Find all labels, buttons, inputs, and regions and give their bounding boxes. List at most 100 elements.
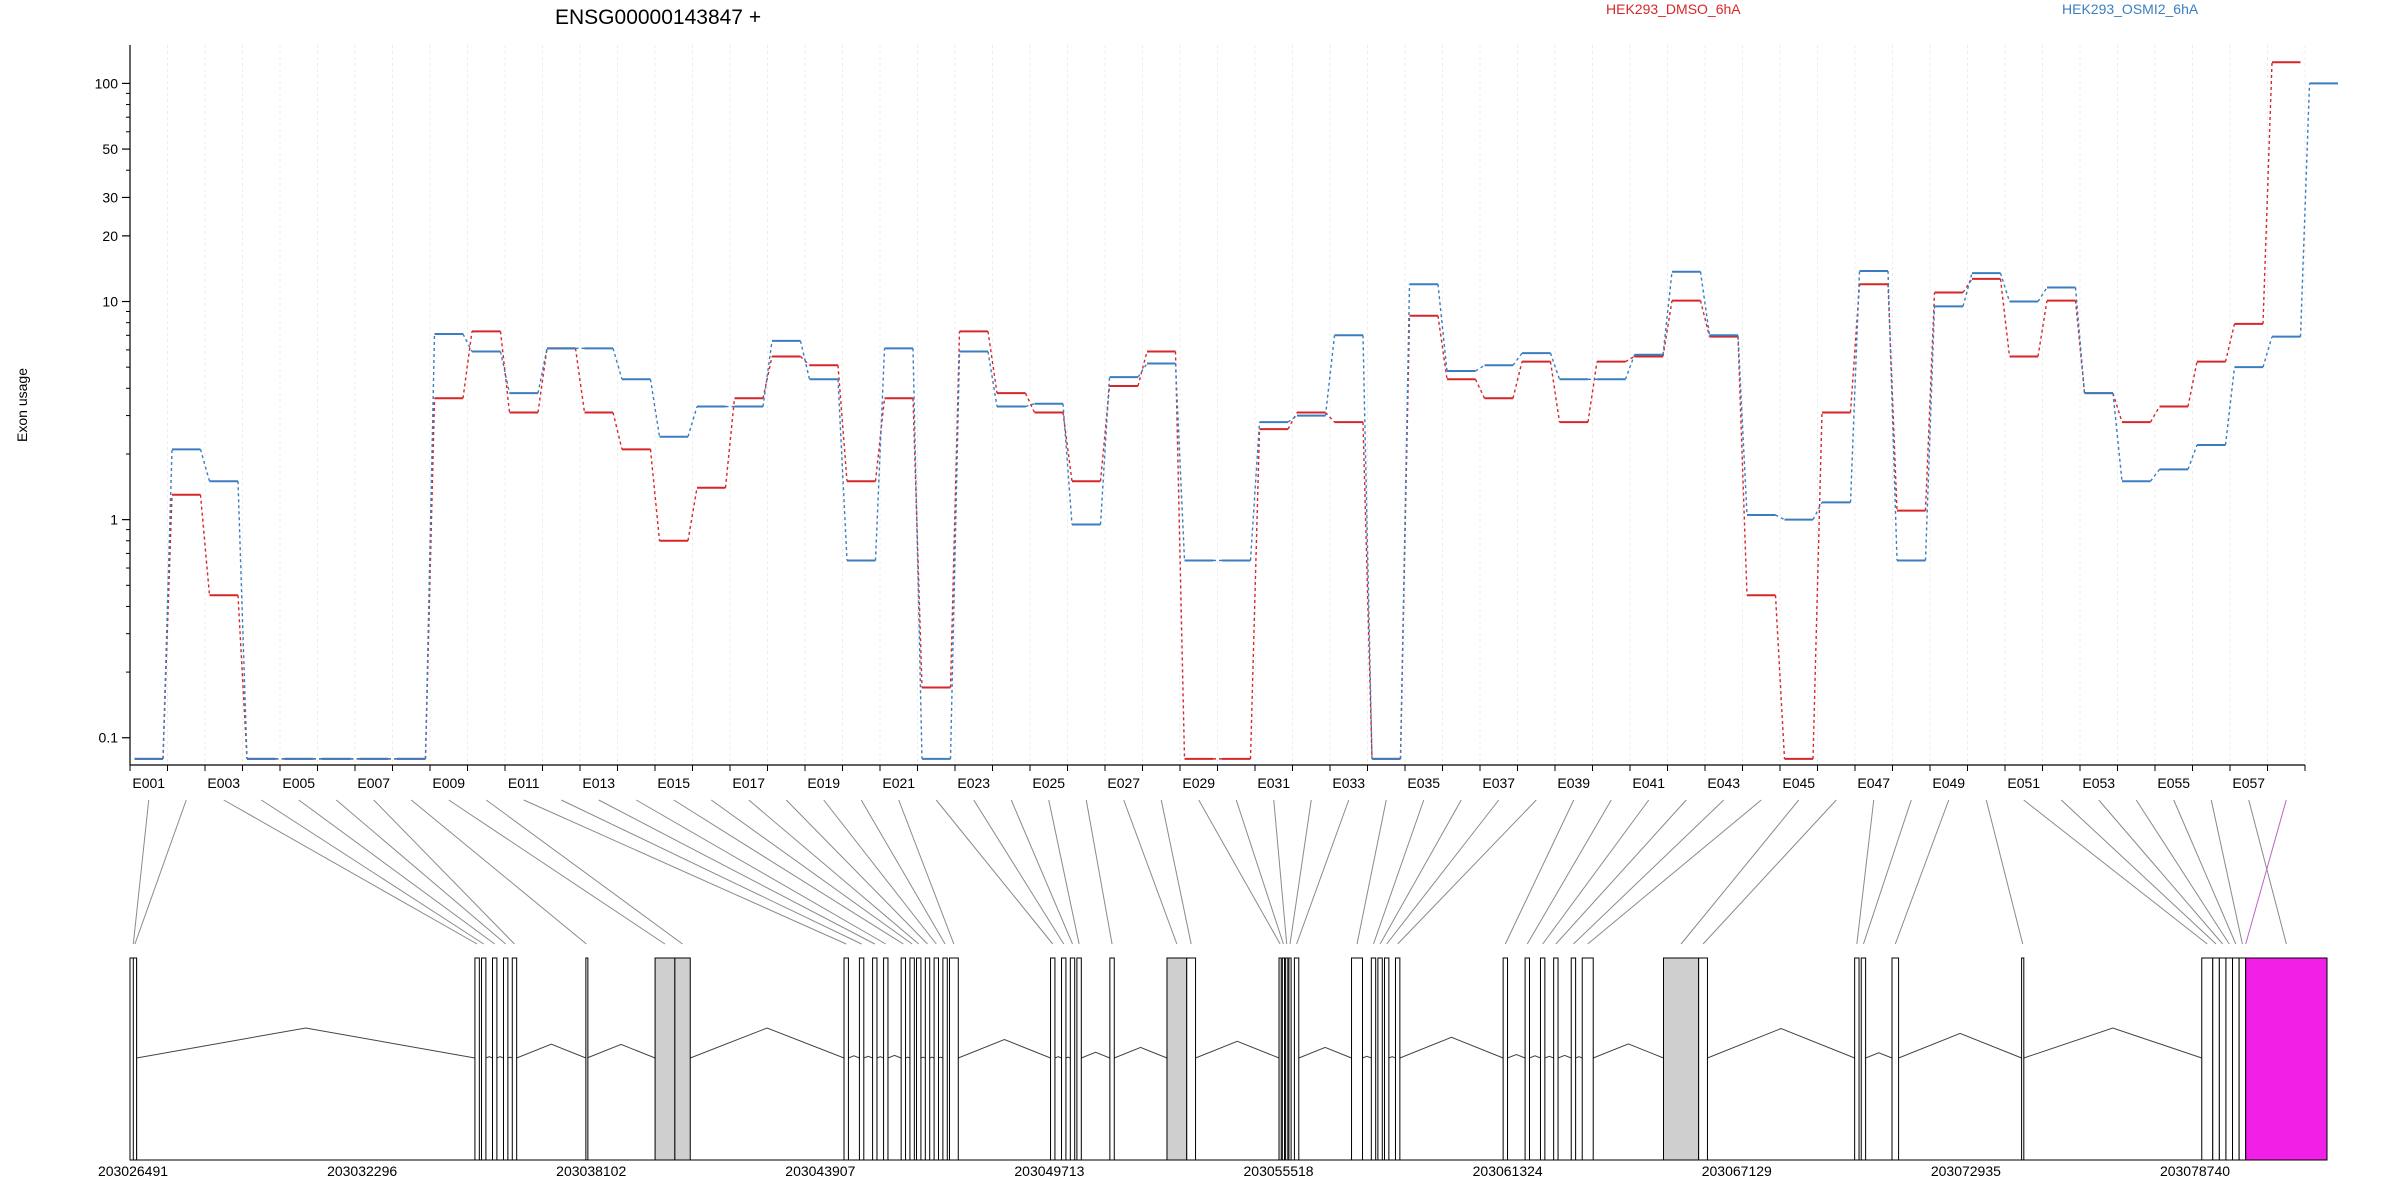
exon-connector-line <box>2135 799 2230 945</box>
exon-box <box>1860 957 1867 1161</box>
exon-box <box>900 957 907 1161</box>
exon-tick-label: E053 <box>2082 775 2115 791</box>
exon-box <box>1553 957 1559 1161</box>
exon-x-axis: E001 E003 E005 E007 E009 E011 E013 E015 E017 E019… <box>129 764 2306 791</box>
exon-connector <box>1549 361 1561 423</box>
exon-box <box>1502 957 1509 1161</box>
exon-connector <box>1062 403 1073 525</box>
intron-line <box>876 1056 884 1059</box>
exon-connector-line <box>748 799 920 945</box>
exon-connector <box>687 487 698 541</box>
highlighted-exon <box>2245 957 2328 1161</box>
exon-tick-label: E055 <box>2157 775 2190 791</box>
exon-connector-line <box>1010 799 1073 945</box>
exon-connector <box>1174 351 1186 759</box>
exon-box <box>1394 957 1401 1161</box>
exon-connector-line <box>2248 799 2287 945</box>
exon-box <box>2232 957 2240 1161</box>
exon-connector-line <box>2023 799 2208 945</box>
intron-line <box>1865 1052 1893 1059</box>
intron-line <box>1195 1040 1280 1059</box>
exon-connector-line <box>898 799 955 945</box>
exon-tick-label: E043 <box>1707 775 1740 791</box>
intron-line <box>920 1056 926 1059</box>
exon-box <box>2225 957 2234 1161</box>
exon-box <box>1285 957 1289 1161</box>
genomic-tick-label: 203067129 <box>1702 1163 1772 1179</box>
exon-connector <box>1887 270 1898 561</box>
exon-connector <box>1249 429 1261 759</box>
exon-tick-label: E015 <box>657 775 690 791</box>
exon-connector <box>1137 351 1148 387</box>
exon-connector-line <box>1702 799 1837 945</box>
exon-tick-label: E031 <box>1257 775 1290 791</box>
intron-line <box>516 1043 587 1059</box>
exon-connector <box>1999 278 2011 357</box>
exon-connector <box>1512 361 1523 399</box>
exon-connector <box>987 331 998 394</box>
exon-connector-line <box>1235 799 1284 945</box>
exon-connector-line <box>598 799 876 945</box>
exon-connector-line <box>1555 799 1687 945</box>
intron-line <box>929 1056 935 1059</box>
exon-connector-line <box>1985 799 2024 945</box>
exon-box <box>1383 957 1390 1161</box>
exon-connector <box>1025 403 1035 408</box>
exon-box <box>916 957 922 1161</box>
exon-connector <box>1024 392 1036 413</box>
exon-box <box>585 957 589 1161</box>
exon-connector-line <box>1504 799 1575 945</box>
exon-connector <box>949 351 961 759</box>
exon-box <box>654 957 676 1161</box>
exon-connector <box>199 494 211 596</box>
intron-line <box>690 1027 845 1059</box>
exon-tick-label: E037 <box>1482 775 1515 791</box>
exon-connector-line <box>373 799 515 945</box>
intron-line <box>1557 1054 1572 1059</box>
exon-connector <box>537 348 548 413</box>
exon-connector <box>574 348 586 413</box>
exon-connector <box>2112 392 2123 423</box>
exon-tick-label: E021 <box>882 775 915 791</box>
y-axis-label: Exon usage <box>14 368 30 442</box>
exon-connector <box>1324 411 1336 423</box>
exon-connector <box>1775 514 1785 521</box>
exon-connector-line <box>410 799 587 945</box>
exon-connector <box>1324 335 1336 416</box>
intron-line <box>1298 1046 1352 1059</box>
exon-connector <box>2262 336 2273 368</box>
exon-connector-line <box>523 799 847 945</box>
exon-box <box>942 957 948 1161</box>
exon-box <box>502 957 509 1161</box>
y-tick-label: 100 <box>95 75 119 91</box>
exon-connector-line <box>2210 799 2243 945</box>
intron-line <box>1575 1056 1583 1059</box>
exon-connector <box>237 481 248 759</box>
exon-box <box>1281 957 1286 1161</box>
intron-line <box>1529 1055 1541 1059</box>
exon-connector-line <box>935 799 1054 945</box>
exon-connector <box>1249 422 1261 561</box>
exon-connector <box>1437 284 1448 372</box>
intron-line <box>1898 1032 2022 1059</box>
exon-tick-label: E009 <box>432 775 465 791</box>
exon-connector <box>649 379 661 437</box>
intron-line <box>887 1054 902 1059</box>
exon-tick-label: E001 <box>132 775 165 791</box>
exon-box <box>1278 957 1282 1161</box>
exon-connector-line <box>1856 799 1875 945</box>
exon-tick-label: E051 <box>2007 775 2040 791</box>
exon-connector <box>1437 315 1448 380</box>
legend-osmi2: HEK293_OSMI2_6hA <box>2062 1 2199 17</box>
exon-connector-line <box>823 799 937 945</box>
exon-box <box>132 957 138 1161</box>
exon-connector-line <box>1085 799 1113 945</box>
y-axis: 0.1 1 10 20 30 50 100 <box>95 45 131 765</box>
intron-line <box>1114 1046 1168 1059</box>
exon-connector-line <box>2060 799 2217 945</box>
exon-box <box>1109 957 1115 1161</box>
intron-line <box>485 1056 493 1059</box>
intron-line <box>507 1056 513 1059</box>
exon-connector <box>462 331 473 399</box>
